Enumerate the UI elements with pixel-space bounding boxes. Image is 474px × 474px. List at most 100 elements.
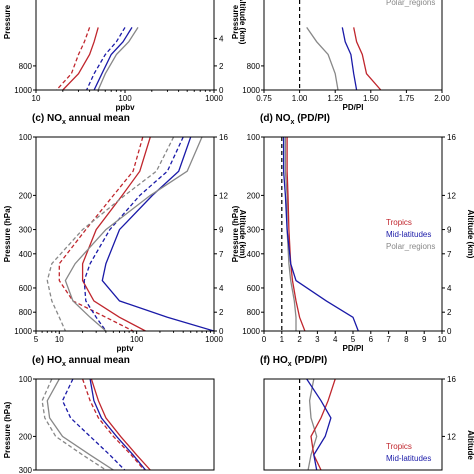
y-tick-label: 200 — [19, 191, 33, 200]
x-axis-label: pptv — [117, 344, 134, 353]
y2-tick-label: 12 — [447, 191, 456, 200]
y2-tick-label: 7 — [447, 250, 452, 259]
x-tick-label: 8 — [404, 335, 409, 344]
series-line-5 — [97, 27, 139, 90]
y2-tick-label: 4 — [219, 34, 224, 43]
y2-axis-label: Altitude (km) — [238, 210, 247, 259]
y2-axis-label: Altitude (km) — [466, 210, 474, 259]
y2-tick-label: 0 — [219, 86, 224, 95]
y2-tick-label: 0 — [447, 327, 452, 336]
x-tick-label: 10 — [438, 335, 447, 344]
panel-title: (c) NOx annual mean — [32, 113, 130, 126]
series-line-5 — [81, 379, 145, 470]
series-line-2 — [341, 27, 358, 90]
x-tick-label: 9 — [422, 335, 427, 344]
y2-tick-label: 0 — [219, 327, 224, 336]
x-tick-label: 1.50 — [363, 94, 379, 103]
panel-a — [33, 0, 217, 93]
y2-tick-label: 7 — [219, 0, 224, 1]
x-tick-label: 0 — [262, 335, 267, 344]
series-line-2 — [46, 379, 114, 470]
x-tick-label: 2 — [297, 335, 302, 344]
panel-e — [33, 378, 215, 471]
panel-title: (d) NOx (PD/PI) — [260, 113, 330, 126]
panel-title: (f) HOx (PD/PI) — [260, 355, 327, 368]
y-tick-label: 300 — [19, 466, 33, 474]
x-tick-label: 1000 — [205, 94, 223, 103]
y-axis-label: Pressure — [231, 4, 240, 39]
x-tick-label: 10 — [32, 94, 41, 103]
panel-b — [261, 0, 443, 93]
x-tick-label: 100 — [130, 335, 144, 344]
x-tick-label: 1.75 — [399, 94, 415, 103]
y-axis-label: Pressure (hPa) — [231, 205, 240, 262]
series-line-3 — [353, 27, 382, 90]
plot-frame — [263, 0, 443, 91]
plot-frame — [263, 378, 443, 471]
series-line-4 — [101, 137, 214, 331]
y-tick-label: 200 — [19, 432, 33, 441]
y-tick-label: 800 — [19, 62, 33, 71]
x-tick-label: 6 — [369, 335, 374, 344]
y-tick-label: 300 — [247, 226, 261, 235]
legend-entry: Tropics — [386, 442, 412, 451]
legend-entry: Mid-latitudes — [386, 230, 431, 239]
y2-tick-label: 4 — [219, 284, 224, 293]
panel-c — [33, 136, 217, 334]
y-tick-label: 800 — [247, 308, 261, 317]
legend-entry: Polar_regions — [386, 0, 435, 7]
x-axis-label: PD/PI — [343, 103, 364, 112]
series-line-3 — [61, 379, 126, 470]
y2-tick-label: 4 — [447, 284, 452, 293]
y2-tick-label: 16 — [219, 133, 228, 142]
plot-frame — [35, 136, 215, 332]
y-tick-label: 1000 — [242, 327, 260, 336]
series-line-2 — [310, 379, 336, 470]
x-tick-label: 100 — [118, 94, 132, 103]
y2-tick-label: 12 — [219, 191, 228, 200]
series-line-2 — [286, 137, 306, 331]
x-tick-label: 2.00 — [434, 94, 450, 103]
x-tick-label: 1 — [280, 335, 285, 344]
y-tick-label: 100 — [19, 133, 33, 142]
y-tick-label: 800 — [19, 308, 33, 317]
y-tick-label: 400 — [247, 250, 261, 259]
y-tick-label: 200 — [247, 191, 261, 200]
x-tick-label: 1.25 — [327, 94, 343, 103]
x-axis-label: ppbv — [115, 103, 135, 112]
y-axis-label: Pressure — [3, 4, 12, 39]
series-line-1 — [58, 137, 144, 331]
series-line-6 — [64, 137, 203, 331]
y2-tick-label: 16 — [447, 133, 456, 142]
y-tick-label: 100 — [19, 375, 33, 384]
y2-axis-label: Altitude (km) — [238, 0, 247, 45]
x-tick-label: 10 — [55, 335, 64, 344]
y-tick-label: 600 — [247, 284, 261, 293]
x-axis-label: PD/PI — [343, 344, 364, 353]
panel-title: (e) HOx annual mean — [32, 355, 130, 368]
x-tick-label: 1000 — [205, 335, 223, 344]
y-tick-label: 600 — [19, 284, 33, 293]
series-line-3 — [306, 379, 332, 470]
series-line-2 — [81, 137, 151, 331]
x-tick-label: 4 — [333, 335, 338, 344]
x-tick-label: 0.75 — [256, 94, 272, 103]
series-line-1 — [41, 379, 107, 470]
y2-tick-label: 2 — [447, 308, 452, 317]
series-line-1 — [306, 27, 339, 90]
x-tick-label: 7 — [386, 335, 391, 344]
y-tick-label: 800 — [247, 62, 261, 71]
y2-tick-label: 2 — [219, 308, 224, 317]
series-line-5 — [46, 137, 175, 331]
plot-frame — [35, 378, 215, 471]
y-tick-label: 400 — [19, 250, 33, 259]
series-line-1 — [307, 379, 318, 470]
y2-tick-label: 7 — [219, 250, 224, 259]
y2-tick-label: 2 — [219, 62, 224, 71]
series-line-1 — [56, 27, 91, 90]
y-tick-label: 1000 — [242, 86, 260, 95]
series-line-1 — [284, 137, 297, 331]
x-tick-label: 5 — [351, 335, 356, 344]
y-tick-label: 1000 — [14, 327, 32, 336]
y-tick-label: 300 — [19, 226, 33, 235]
